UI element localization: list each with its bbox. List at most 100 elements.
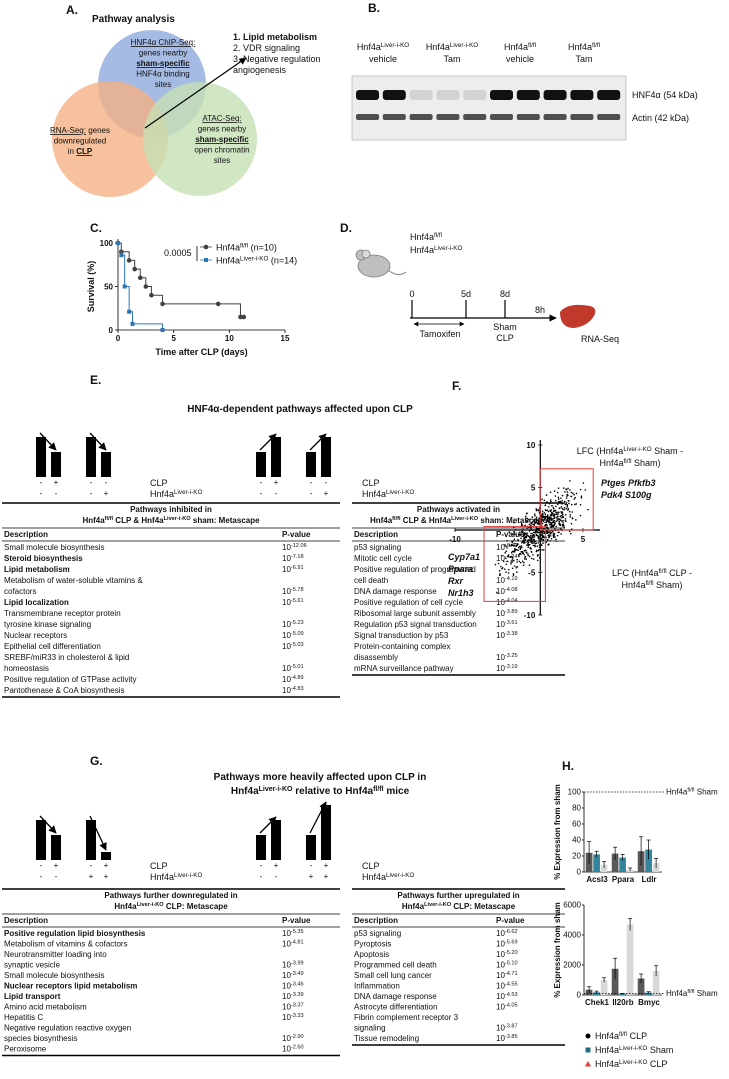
text-part: fl/fl — [240, 242, 248, 249]
scatter-cloud-dot — [547, 520, 549, 522]
scatter-cloud-dot — [584, 489, 587, 491]
text-part: ATAC-Seq: — [202, 114, 241, 123]
condition-sign: - — [40, 478, 43, 487]
scatter-cloud-dot — [523, 542, 525, 544]
y-tick-label: 100 — [100, 239, 114, 248]
scatter-cloud-dot — [565, 514, 567, 516]
scatter-cloud-dot — [550, 500, 552, 503]
scatter-cloud-dot — [542, 516, 544, 519]
table-cell: Apoptosis — [354, 950, 389, 959]
scatter-cloud-dot — [521, 540, 524, 543]
scatter-cloud-dot — [528, 526, 530, 529]
p-base: 10 — [282, 1003, 291, 1012]
text-part: Liver-i-KO — [424, 902, 452, 908]
scatter-cloud-dot — [541, 533, 544, 535]
scatter-cloud-dot — [525, 551, 528, 554]
scatter-cloud-dot — [522, 535, 525, 538]
scatter-cloud-dot — [570, 491, 573, 494]
table-header: Pathways activated in — [417, 505, 500, 514]
p-exponent: -3.39 — [291, 992, 304, 998]
scatter-cloud-dot — [555, 505, 557, 508]
schematic-arrow — [259, 816, 277, 834]
text-part: sham-specific — [195, 135, 249, 144]
scatter-cloud-dot — [510, 561, 512, 563]
y-axis-label: % Expression from sham — [553, 902, 562, 998]
condition-sign: + — [324, 872, 329, 881]
table-cell: Hepatitis C — [4, 1013, 43, 1022]
scatter-cloud-dot — [549, 533, 552, 535]
condition-label: Hnf4aLiver-i-KO — [150, 872, 202, 883]
scatter-cloud-dot — [542, 542, 544, 544]
table-cell: Signal transduction by p53 — [354, 631, 449, 640]
scatter-cloud-dot — [548, 506, 550, 508]
scatter-cloud-dot — [536, 555, 539, 557]
p-base: 10 — [496, 543, 505, 552]
scatter-cloud-dot — [517, 543, 519, 546]
table-cell: Nuclear receptors — [4, 631, 67, 640]
bar — [645, 992, 652, 995]
schematic-bar — [101, 452, 111, 477]
legend-label: Hnf4aLiver-i-KO CLP — [595, 1059, 667, 1070]
survival-point — [143, 284, 149, 289]
scatter-cloud-dot — [579, 503, 582, 506]
condition-sign: - — [260, 478, 263, 487]
table-cell: Positive regulation of cell cycle — [354, 598, 463, 607]
scatter-cloud-dot — [552, 536, 555, 538]
text-part: Hnf4a — [150, 872, 174, 882]
scatter-cloud-dot — [525, 520, 527, 523]
lane-genotype: Hnf4afl/fl — [504, 42, 536, 53]
gene-label: Rxr — [448, 576, 464, 586]
scatter-cloud-dot — [565, 501, 568, 504]
lane-genotype: Hnf4aLiver-i-KO — [357, 42, 409, 53]
scatter-cloud-dot — [546, 524, 548, 527]
p-exponent: -12.06 — [291, 543, 307, 549]
condition-sign: - — [105, 478, 108, 487]
blot — [351, 75, 627, 141]
condition-sign: - — [275, 872, 278, 881]
lane-treatment: Tam — [575, 54, 592, 64]
scatter-cloud-dot — [544, 515, 547, 518]
scatter-cloud-dot — [531, 540, 533, 543]
text-part: Hnf4a — [666, 788, 688, 797]
p-base: 10 — [282, 587, 291, 596]
scatter-cloud-dot — [565, 497, 568, 499]
p-value: 10-2.60 — [282, 1045, 304, 1054]
p-exponent: -3.85 — [505, 1034, 518, 1040]
scatter-cloud-dot — [542, 536, 545, 539]
scatter-cloud-dot — [556, 491, 559, 494]
scatter-cloud-dot — [529, 527, 532, 529]
survival-point — [130, 321, 135, 326]
condition-sign: + — [274, 478, 279, 487]
text-part: Liver-i-KO — [137, 902, 165, 908]
p-value: 10-6.62 — [496, 929, 518, 938]
scatter-cloud-dot — [505, 545, 507, 548]
p-base: 10 — [496, 609, 505, 618]
table-cell: cell death — [354, 576, 388, 585]
survival-point — [160, 301, 165, 307]
scatter-cloud-dot — [527, 539, 530, 542]
scatter-cloud-dot — [562, 515, 564, 517]
gene-label: Nr1h3 — [448, 588, 474, 598]
legend-label: Hnf4aLiver-i-KO (n=14) — [216, 255, 297, 266]
scatter-cloud-dot — [564, 518, 567, 520]
scatter-cloud-dot — [511, 567, 514, 570]
survival-point — [122, 284, 127, 289]
scatter-cloud-dot — [554, 495, 557, 497]
p-value: 10-4.55 — [496, 982, 518, 991]
x-tick-label: 15 — [281, 334, 290, 343]
condition-sign: + — [104, 861, 109, 870]
mouse-icon — [355, 249, 407, 278]
scatter-cloud-dot — [543, 532, 546, 535]
scatter-cloud-dot — [560, 514, 563, 517]
text-part: Hnf4a — [150, 489, 174, 499]
reference-label: Hnf4afl/fl Sham — [666, 788, 718, 797]
scatter-cloud-dot — [532, 558, 535, 560]
scatter-cloud-dot — [523, 533, 526, 535]
text-part: Liver-i-KO — [259, 786, 293, 793]
scatter-cloud-dot — [522, 539, 524, 542]
p-exponent: -2.90 — [291, 1034, 304, 1040]
p-exponent: -5.10 — [505, 961, 518, 967]
scatter-cloud-dot — [518, 545, 521, 548]
text-part: fl/fl — [623, 458, 631, 465]
scatter-cloud-dot — [544, 513, 547, 515]
